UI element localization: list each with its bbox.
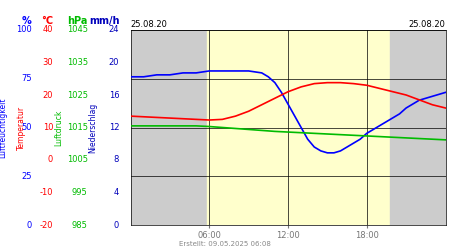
Text: 0: 0: [26, 220, 32, 230]
Text: 20: 20: [109, 58, 119, 67]
Text: 25.08.20: 25.08.20: [409, 20, 446, 29]
Text: 40: 40: [43, 26, 53, 35]
Text: 0: 0: [114, 220, 119, 230]
Text: 75: 75: [21, 74, 32, 83]
Text: -20: -20: [40, 220, 53, 230]
Text: 1035: 1035: [67, 58, 88, 67]
Text: 20: 20: [43, 90, 53, 100]
Text: 995: 995: [72, 188, 88, 197]
Text: Luftdruck: Luftdruck: [54, 109, 63, 146]
Text: 1015: 1015: [67, 123, 88, 132]
Text: 10: 10: [43, 123, 53, 132]
Bar: [207, 30, 391, 225]
Text: 4: 4: [114, 188, 119, 197]
Text: 16: 16: [108, 90, 119, 100]
Text: 24: 24: [109, 26, 119, 35]
Text: 1025: 1025: [67, 90, 88, 100]
Text: 100: 100: [16, 26, 32, 35]
Text: 30: 30: [42, 58, 53, 67]
Text: Erstellt: 09.05.2025 06:08: Erstellt: 09.05.2025 06:08: [179, 242, 271, 248]
Text: 12: 12: [109, 123, 119, 132]
Text: 25: 25: [21, 172, 32, 181]
Text: 50: 50: [21, 123, 32, 132]
Text: 1005: 1005: [67, 156, 88, 164]
Text: 8: 8: [114, 156, 119, 164]
Text: -10: -10: [40, 188, 53, 197]
Text: hPa: hPa: [68, 16, 88, 26]
Bar: [391, 30, 446, 225]
Text: 25.08.20: 25.08.20: [130, 20, 167, 29]
Text: Niederschlag: Niederschlag: [89, 102, 98, 152]
Text: 1045: 1045: [67, 26, 88, 35]
Text: mm/h: mm/h: [89, 16, 119, 26]
Text: Luftfeuchtigkeit: Luftfeuchtigkeit: [0, 97, 8, 158]
Text: Temperatur: Temperatur: [17, 106, 26, 150]
Bar: [130, 30, 207, 225]
Text: %: %: [22, 16, 32, 26]
Text: 0: 0: [48, 156, 53, 164]
Text: °C: °C: [41, 16, 53, 26]
Text: 985: 985: [72, 220, 88, 230]
